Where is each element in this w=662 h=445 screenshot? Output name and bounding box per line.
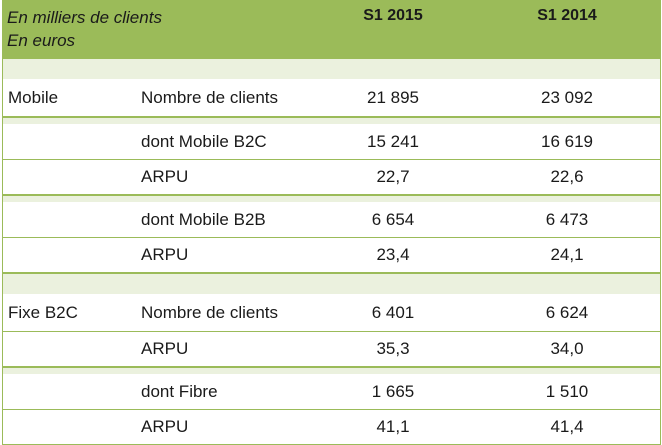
section-label: Mobile xyxy=(8,88,59,107)
table-row: ARPU 41,1 41,4 xyxy=(3,410,660,444)
metric-label: Nombre de clients xyxy=(141,88,279,107)
separator-row xyxy=(3,195,660,203)
column-header-s1-2015: S1 2015 xyxy=(363,7,423,24)
value-s1-2014: 23 092 xyxy=(541,88,593,107)
header-label-line1: En milliers de clients xyxy=(7,8,162,27)
table-row: ARPU 22,7 22,6 xyxy=(3,160,660,195)
value-s1-2015: 23,4 xyxy=(376,245,410,264)
value-s1-2014: 6 473 xyxy=(545,210,589,229)
value-s1-2014: 22,6 xyxy=(550,167,584,186)
metric-label: dont Mobile B2B xyxy=(141,210,266,229)
metric-label: dont Mobile B2C xyxy=(141,132,267,151)
metric-label: ARPU xyxy=(141,339,189,358)
separator-row xyxy=(3,58,660,80)
value-s1-2015: 22,7 xyxy=(376,167,410,186)
separator-row xyxy=(3,273,660,295)
table-row: Fixe B2C Nombre de clients 6 401 6 624 xyxy=(3,295,660,332)
table-row: Mobile Nombre de clients 21 895 23 092 xyxy=(3,80,660,117)
value-s1-2014: 34,0 xyxy=(550,339,584,358)
separator-row xyxy=(3,367,660,375)
metric-label: Nombre de clients xyxy=(141,303,279,322)
value-s1-2015: 35,3 xyxy=(376,339,410,358)
column-header-s1-2014: S1 2014 xyxy=(537,7,597,24)
value-s1-2015: 6 654 xyxy=(371,210,415,229)
metric-label: ARPU xyxy=(141,417,189,436)
value-s1-2015: 41,1 xyxy=(376,417,410,436)
value-s1-2014: 41,4 xyxy=(550,417,584,436)
header-label: En milliers de clients En euros xyxy=(7,6,162,52)
metric-label: ARPU xyxy=(141,167,189,186)
value-s1-2015: 1 665 xyxy=(371,382,415,401)
metric-label: dont Fibre xyxy=(141,382,218,401)
table-header: En milliers de clients En euros S1 2015 … xyxy=(3,0,660,58)
table-row: dont Mobile B2B 6 654 6 473 xyxy=(3,203,660,238)
value-s1-2015: 15 241 xyxy=(367,132,419,151)
section-label: Fixe B2C xyxy=(8,303,78,322)
value-s1-2015: 21 895 xyxy=(367,88,419,107)
value-s1-2014: 1 510 xyxy=(545,382,589,401)
metric-label: ARPU xyxy=(141,245,189,264)
value-s1-2014: 6 624 xyxy=(545,303,589,322)
separator-row xyxy=(3,117,660,125)
table-row: dont Mobile B2C 15 241 16 619 xyxy=(3,125,660,160)
table-row: ARPU 23,4 24,1 xyxy=(3,238,660,273)
table-row: ARPU 35,3 34,0 xyxy=(3,332,660,367)
table-row: dont Fibre 1 665 1 510 xyxy=(3,375,660,410)
value-s1-2014: 16 619 xyxy=(541,132,593,151)
value-s1-2015: 6 401 xyxy=(371,303,415,322)
value-s1-2014: 24,1 xyxy=(550,245,584,264)
header-label-line2: En euros xyxy=(7,31,76,50)
